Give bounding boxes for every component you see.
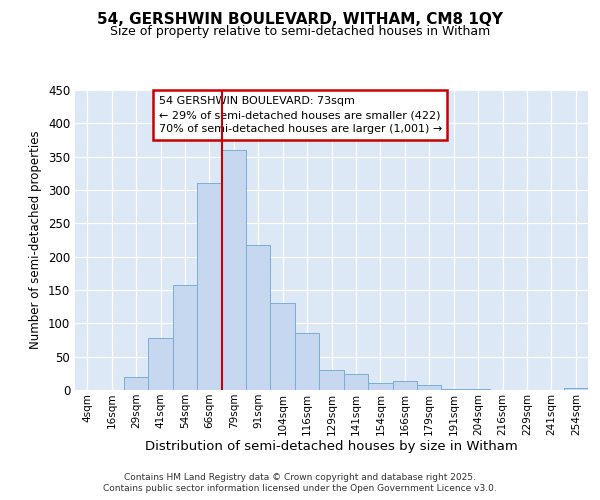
Bar (295, 332, 319, 390)
Bar (563, 388, 588, 390)
Bar (392, 382, 417, 390)
Bar (368, 382, 392, 390)
Bar (197, 182, 221, 390)
Bar (246, 244, 271, 390)
Bar (344, 374, 368, 390)
Text: Contains public sector information licensed under the Open Government Licence v3: Contains public sector information licen… (103, 484, 497, 493)
Bar (319, 370, 344, 390)
Text: Size of property relative to semi-detached houses in Witham: Size of property relative to semi-detach… (110, 25, 490, 38)
Bar (271, 304, 295, 390)
Bar (124, 376, 148, 390)
Bar (221, 150, 246, 390)
Bar (417, 386, 442, 390)
Bar (442, 388, 466, 390)
Y-axis label: Number of semi-detached properties: Number of semi-detached properties (29, 130, 43, 350)
X-axis label: Distribution of semi-detached houses by size in Witham: Distribution of semi-detached houses by … (145, 440, 518, 454)
Bar (148, 338, 173, 390)
Text: 54, GERSHWIN BOULEVARD, WITHAM, CM8 1QY: 54, GERSHWIN BOULEVARD, WITHAM, CM8 1QY (97, 12, 503, 28)
Text: 54 GERSHWIN BOULEVARD: 73sqm
← 29% of semi-detached houses are smaller (422)
70%: 54 GERSHWIN BOULEVARD: 73sqm ← 29% of se… (158, 96, 442, 134)
Text: Contains HM Land Registry data © Crown copyright and database right 2025.: Contains HM Land Registry data © Crown c… (124, 472, 476, 482)
Bar (173, 284, 197, 390)
Bar (466, 388, 490, 390)
